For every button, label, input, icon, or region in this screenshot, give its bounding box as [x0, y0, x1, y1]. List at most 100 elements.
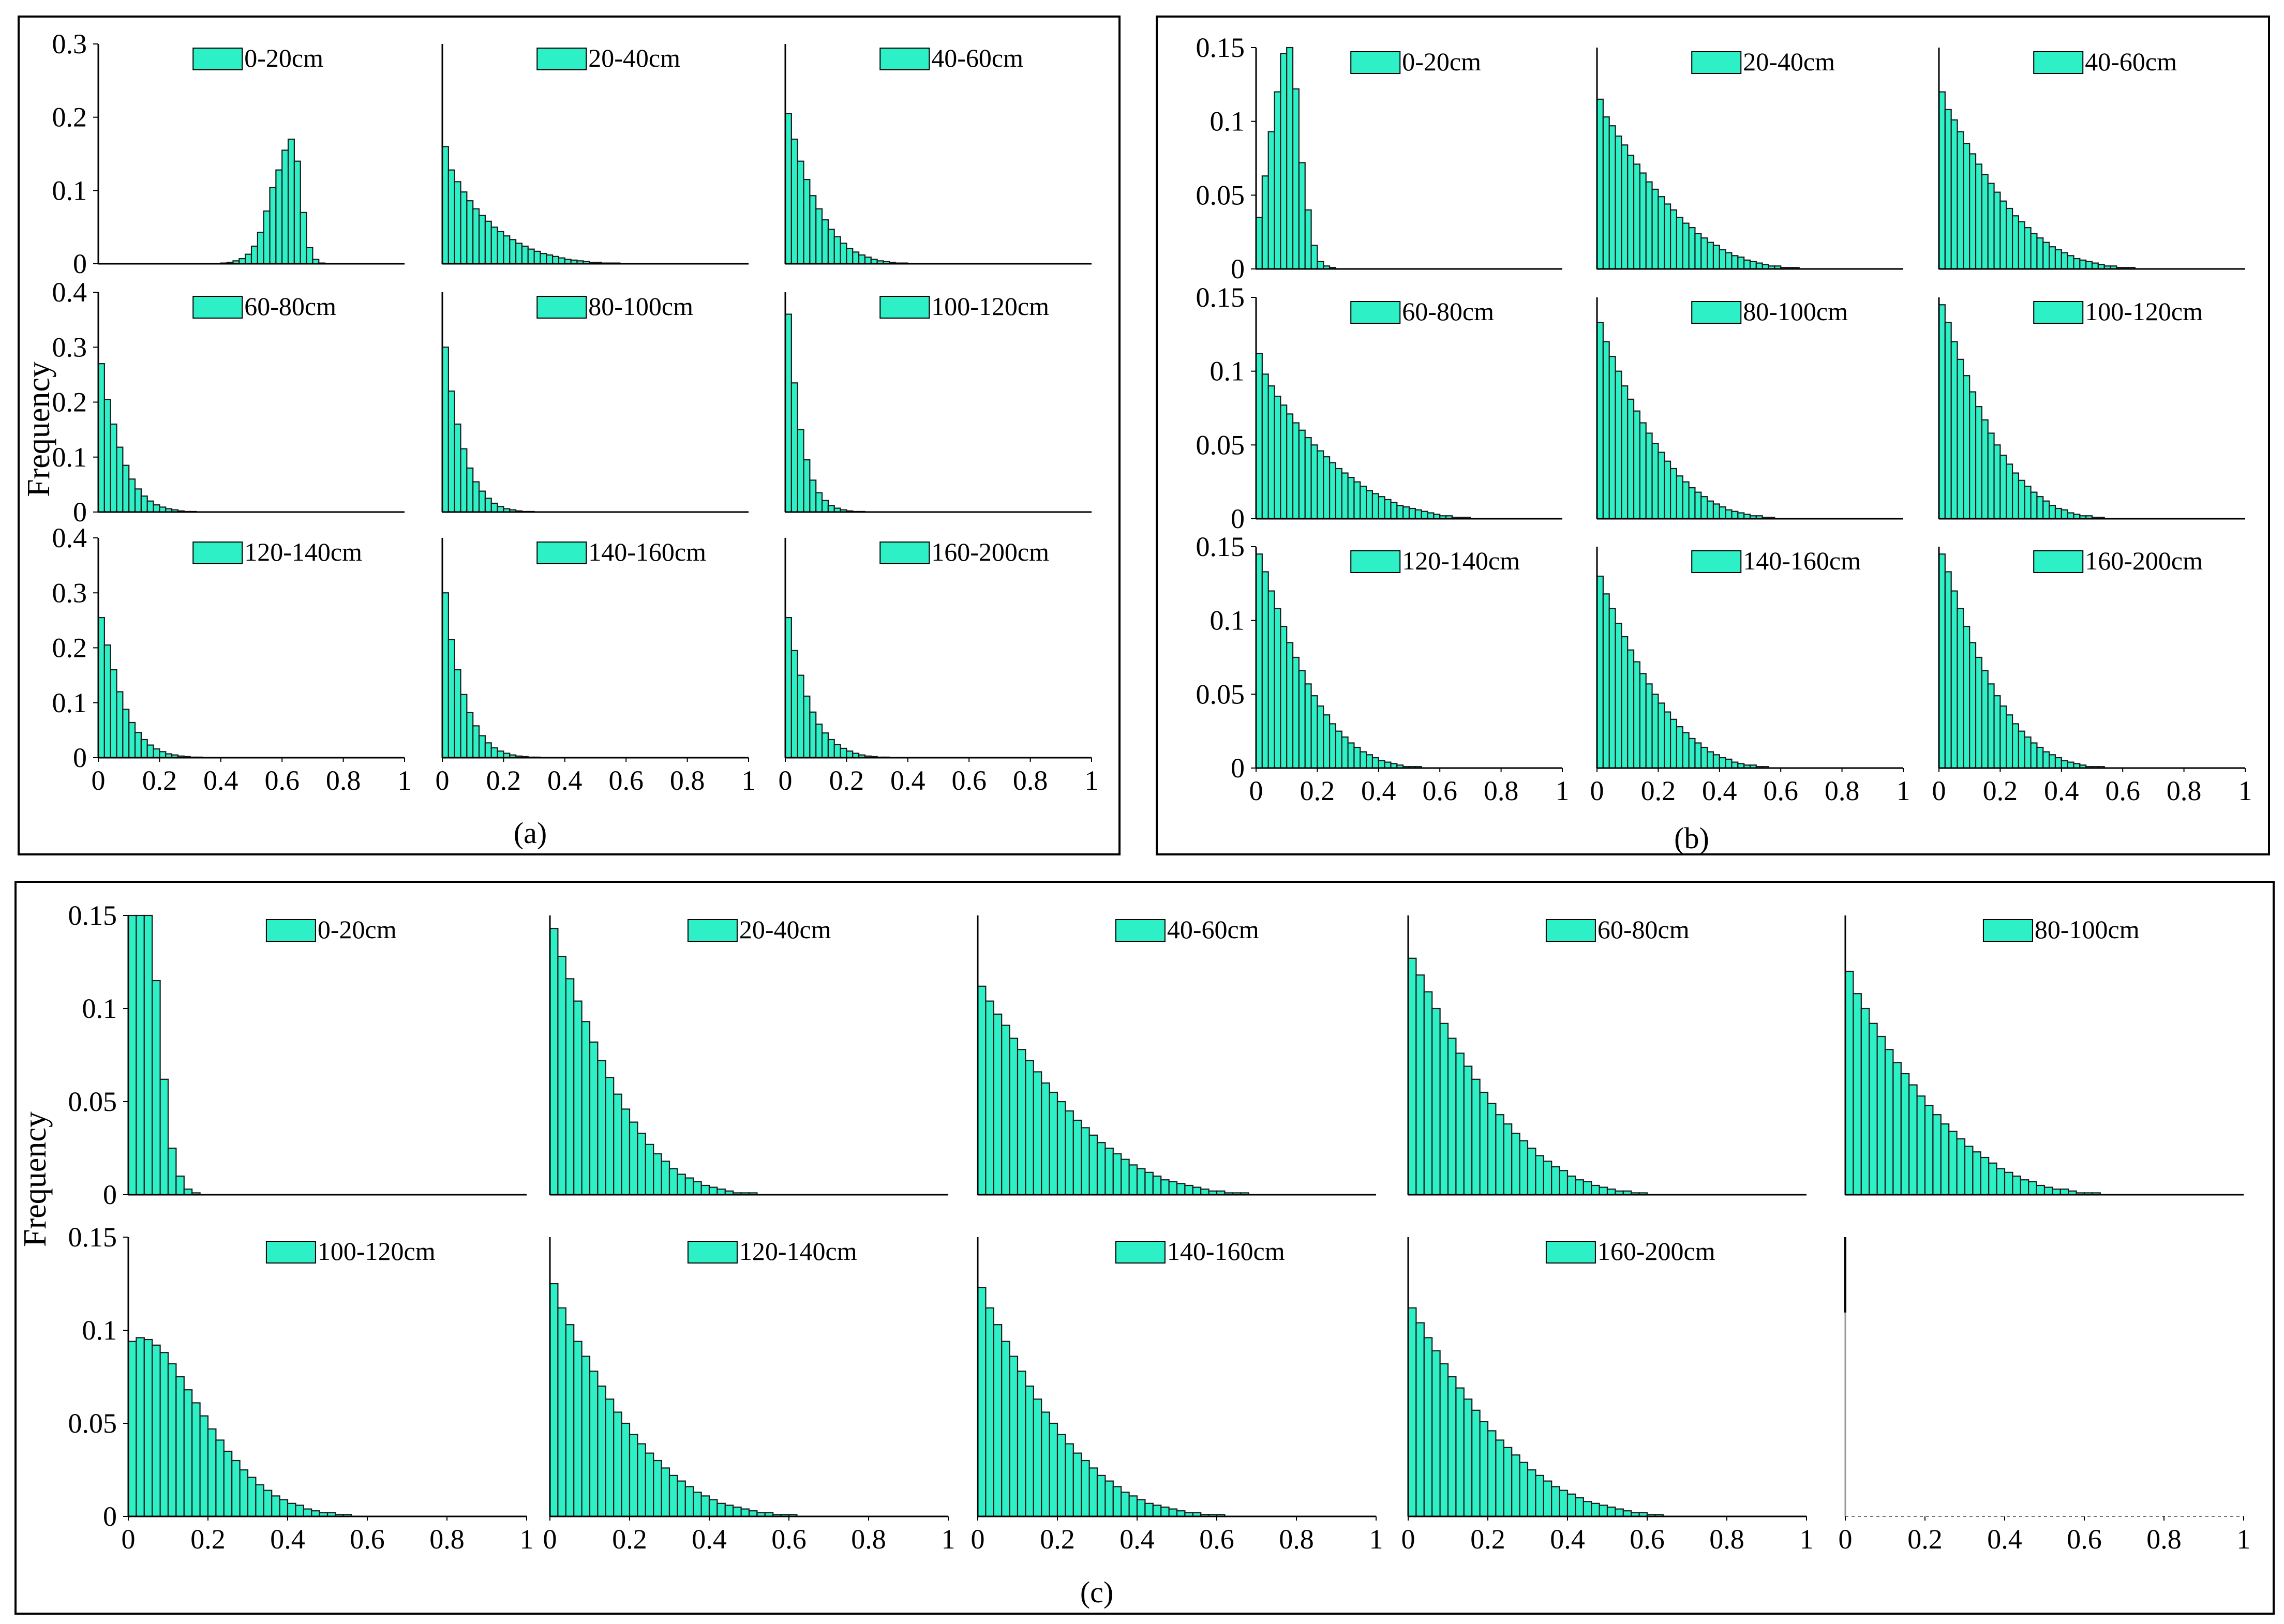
x-tick-label: 1	[2238, 775, 2252, 806]
histogram-bar	[1694, 491, 1702, 520]
panel-a-frame	[18, 16, 1121, 855]
histogram-bar	[2018, 221, 2025, 270]
histogram-bar	[1575, 1497, 1584, 1517]
histogram-bar	[2036, 496, 2044, 520]
histogram-bar	[1519, 1462, 1529, 1517]
legend-swatch	[1545, 1241, 1596, 1264]
histogram-bar	[1001, 1341, 1010, 1517]
histogram-bar	[797, 674, 804, 759]
histogram-bar	[864, 257, 872, 265]
histogram-bar	[2049, 754, 2056, 769]
histogram-bar	[245, 253, 252, 265]
y-tick-label: 0.3	[52, 332, 87, 363]
panel-c-label: (c)	[1080, 1575, 1113, 1609]
x-tick-label: 1	[2237, 1524, 2251, 1555]
histogram-bar	[1627, 398, 1635, 520]
histogram-bar	[116, 446, 124, 513]
histogram-bar	[661, 1161, 670, 1196]
histogram-bar	[733, 1506, 742, 1517]
histogram-bar	[1168, 1181, 1178, 1196]
histogram-bar	[527, 248, 535, 265]
x-tick-label: 0.8	[1013, 765, 1048, 796]
x-tick-label: 0.4	[270, 1524, 305, 1555]
panel-b: (b) 0 0.05 0.1 0.15 0-20cm 20-40cm 40-60cm 0 0.0…	[1156, 16, 2270, 855]
x-tick-label: 1	[398, 765, 412, 796]
subplot-c-1: 0 0.05 0.1 0.15 0-20cm	[68, 900, 527, 1210]
histogram-bar	[1700, 237, 1708, 270]
histogram-bar	[1996, 1168, 2006, 1196]
histogram-bar	[784, 313, 792, 513]
histogram-bar	[1575, 1179, 1584, 1196]
histogram-bar	[503, 235, 511, 265]
histogram-bar	[1844, 970, 1854, 1196]
subplot-b-6: 100-120cm	[1938, 297, 2245, 520]
histogram-bar	[159, 751, 167, 759]
histogram-bar	[1347, 742, 1355, 769]
legend-label: 40-60cm	[2085, 47, 2177, 76]
histogram-bar	[2043, 1186, 2053, 1196]
legend-label: 60-80cm	[1598, 915, 1690, 944]
histogram-bar	[1725, 509, 1733, 520]
histogram-bar	[1192, 1186, 1202, 1196]
histogram-bar	[1261, 175, 1269, 270]
histogram-bar	[605, 1077, 615, 1196]
histogram-bar	[128, 721, 136, 759]
histogram-bar	[1463, 1399, 1473, 1517]
histogram-bar	[1543, 1161, 1552, 1196]
histogram-bar	[1950, 590, 1958, 769]
histogram-bar	[478, 215, 486, 265]
histogram-bar	[858, 254, 866, 265]
histogram-bar	[1615, 136, 1622, 270]
legend-swatch	[1545, 919, 1596, 942]
histogram-bar	[478, 735, 486, 759]
subplot-b-8: 0 0.2 0.4 0.6 0.8 1 140-160cm	[1590, 546, 1910, 806]
histogram-bar	[447, 390, 455, 513]
histogram-bar	[1892, 1062, 1902, 1196]
histogram-bar	[1860, 1008, 1870, 1196]
histogram-bar	[1304, 437, 1312, 520]
histogram-bar	[700, 1495, 710, 1517]
histogram-bar	[1969, 391, 1977, 520]
histogram-bar	[573, 1341, 583, 1517]
histogram-bar	[1298, 670, 1306, 769]
legend-swatch	[1982, 919, 2033, 942]
histogram-bar	[1317, 261, 1324, 270]
histogram-bar	[827, 739, 835, 759]
panel-b-label: (b)	[1674, 821, 1709, 855]
legend-swatch	[879, 296, 930, 319]
histogram-bar	[1633, 661, 1640, 769]
histogram-bar	[1719, 249, 1726, 270]
histogram-bar	[565, 1324, 575, 1517]
histogram-bar	[271, 1495, 280, 1517]
histogram-bar	[1725, 252, 1733, 270]
histogram-bar	[1371, 493, 1379, 520]
histogram-bar	[1378, 496, 1385, 520]
histogram-bar	[589, 1041, 599, 1196]
histogram-bar	[549, 928, 559, 1196]
histogram-bar	[1335, 730, 1342, 769]
legend-swatch	[687, 919, 738, 942]
histogram-bar	[2012, 1175, 2021, 1196]
histogram-bar	[1310, 245, 1318, 270]
panel-c-ylabel: Frequency	[18, 1111, 53, 1247]
histogram-bar	[2036, 746, 2044, 769]
histogram-bar	[2042, 500, 2050, 520]
histogram-bar	[1688, 738, 1696, 769]
histogram-bar	[2079, 259, 2087, 270]
histogram-bar	[1938, 304, 1946, 520]
histogram-bar	[790, 650, 798, 759]
x-tick-label: 0.6	[1422, 775, 1457, 806]
histogram-bar	[2006, 207, 2013, 270]
legend-label: 140-160cm	[1743, 546, 1861, 575]
histogram-bar	[803, 178, 811, 265]
histogram-bar	[1583, 1181, 1592, 1196]
y-tick-label: 0.1	[1210, 605, 1245, 636]
histogram-bar	[122, 464, 130, 513]
histogram-bar	[460, 448, 468, 513]
histogram-bar	[1447, 1376, 1457, 1517]
legend-swatch	[1115, 919, 1166, 942]
subplot-c-3: 40-60cm	[977, 915, 1376, 1196]
histogram-bar	[146, 744, 154, 759]
histogram-bar	[1950, 341, 1958, 520]
